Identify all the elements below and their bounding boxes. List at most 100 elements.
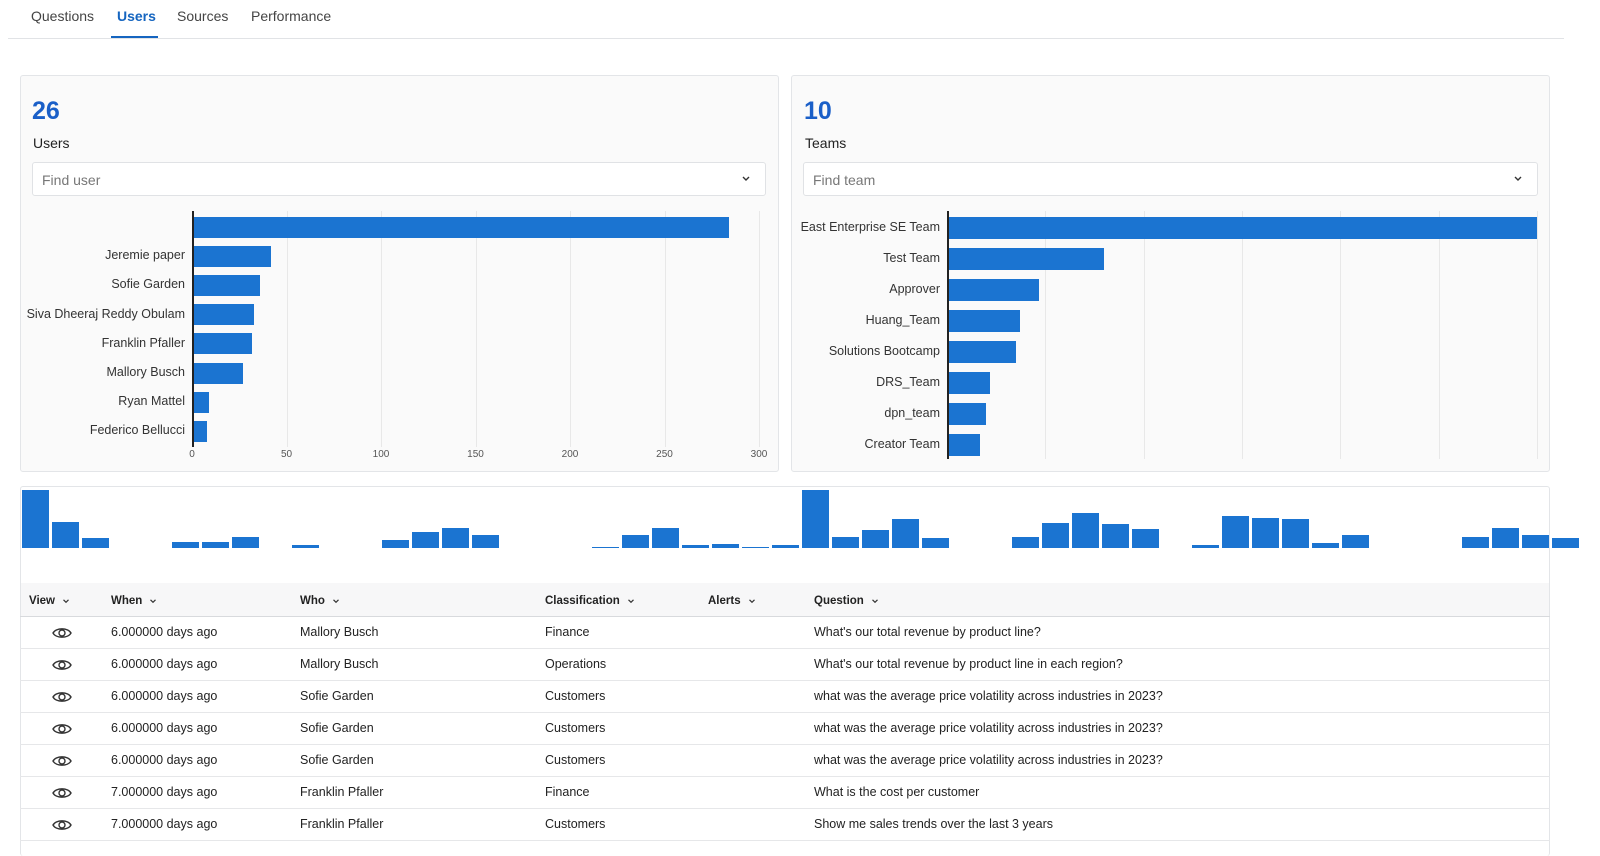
gridline — [286, 211, 288, 447]
column-header-when[interactable]: When — [111, 595, 158, 607]
eye-icon[interactable] — [52, 690, 72, 704]
timeline-bar[interactable] — [1072, 512, 1099, 548]
timeline-bar[interactable] — [682, 545, 709, 548]
column-header-view[interactable]: View — [29, 595, 71, 607]
bar[interactable] — [947, 403, 987, 425]
timeline-bar[interactable] — [712, 544, 739, 548]
timeline-bar[interactable] — [622, 535, 649, 548]
bar[interactable] — [192, 333, 253, 355]
gridline — [475, 211, 477, 447]
timeline-bar[interactable] — [1492, 527, 1519, 548]
timeline-bar[interactable] — [772, 545, 799, 548]
table-row[interactable] — [21, 617, 1549, 649]
timeline-bar[interactable] — [1312, 542, 1339, 548]
tab-sources[interactable]: Sources — [177, 8, 229, 24]
timeline-bar[interactable] — [802, 490, 829, 548]
timeline-bar[interactable] — [1012, 536, 1039, 548]
bar[interactable] — [947, 279, 1040, 301]
x-tick-label: 200 — [561, 449, 579, 460]
timeline-bar[interactable] — [22, 490, 49, 548]
column-header-who[interactable]: Who — [300, 595, 341, 607]
teams-panel — [791, 75, 1550, 472]
timeline-bar[interactable] — [1102, 524, 1129, 548]
bar[interactable] — [947, 341, 1016, 363]
timeline-bar[interactable] — [892, 519, 919, 548]
timeline-bar[interactable] — [1222, 516, 1249, 548]
timeline-bar[interactable] — [1282, 519, 1309, 548]
users-label: Users — [33, 135, 70, 151]
timeline-bar[interactable] — [832, 536, 859, 548]
timeline-bar[interactable] — [82, 537, 109, 548]
timeline-bar[interactable] — [742, 546, 769, 548]
cell-question: What is the cost per customer — [814, 785, 980, 799]
cell-when: 6.000000 days ago — [111, 657, 218, 671]
column-header-classification[interactable]: Classification — [545, 595, 636, 607]
bar[interactable] — [192, 304, 255, 326]
bar[interactable] — [947, 434, 981, 456]
bar[interactable] — [192, 362, 244, 384]
timeline-bar[interactable] — [232, 536, 259, 548]
timeline-bar[interactable] — [1342, 535, 1369, 548]
column-header-label: Alerts — [708, 595, 741, 607]
table-row[interactable] — [21, 809, 1549, 841]
bar[interactable] — [192, 245, 272, 267]
timeline-bar[interactable] — [1132, 529, 1159, 548]
bar[interactable] — [192, 420, 208, 442]
timeline-bar[interactable] — [442, 527, 469, 548]
timeline-bar[interactable] — [922, 537, 949, 548]
timeline-bar[interactable] — [1552, 537, 1579, 548]
bar[interactable] — [947, 310, 1020, 332]
sort-chevron-icon[interactable] — [148, 596, 158, 606]
bar[interactable] — [947, 217, 1537, 239]
eye-icon[interactable] — [52, 786, 72, 800]
bar[interactable] — [192, 216, 729, 238]
table-row[interactable] — [21, 713, 1549, 745]
timeline-bar[interactable] — [52, 521, 79, 548]
bar[interactable] — [947, 248, 1105, 270]
eye-icon[interactable] — [52, 658, 72, 672]
timeline-bar[interactable] — [1042, 522, 1069, 548]
bar[interactable] — [947, 372, 991, 394]
tab-questions[interactable]: Questions — [31, 8, 95, 24]
y-axis-line — [192, 211, 194, 447]
table-row[interactable] — [21, 681, 1549, 713]
column-header-label: View — [29, 595, 55, 607]
table-row[interactable] — [21, 777, 1549, 809]
timeline-bar[interactable] — [202, 541, 229, 548]
column-header-question[interactable]: Question — [814, 595, 880, 607]
find-team-select[interactable]: Find team — [803, 162, 1538, 196]
timeline-bar[interactable] — [412, 531, 439, 548]
tab-users[interactable]: Users — [117, 8, 156, 24]
gridline — [381, 211, 382, 447]
timeline-bar[interactable] — [472, 535, 499, 548]
eye-icon[interactable] — [52, 818, 72, 832]
sort-chevron-icon[interactable] — [331, 596, 341, 606]
timeline-bar[interactable] — [862, 530, 889, 548]
sort-chevron-icon[interactable] — [870, 596, 880, 606]
bar-label: Creator Team — [864, 437, 941, 451]
timeline-bar[interactable] — [1462, 536, 1489, 548]
eye-icon[interactable] — [52, 754, 72, 768]
table-row[interactable] — [21, 745, 1549, 777]
timeline-bar[interactable] — [172, 541, 199, 548]
eye-icon[interactable] — [52, 722, 72, 736]
timeline-bar[interactable] — [652, 527, 679, 548]
timeline-bar[interactable] — [382, 540, 409, 548]
column-header-alerts[interactable]: Alerts — [708, 595, 757, 607]
timeline-bar[interactable] — [1252, 517, 1279, 548]
cell-who: Mallory Busch — [300, 625, 379, 639]
bar-label: Franklin Pfaller — [101, 335, 185, 350]
bar[interactable] — [192, 391, 209, 413]
table-row[interactable] — [21, 649, 1549, 681]
sort-chevron-icon[interactable] — [747, 596, 757, 606]
sort-chevron-icon[interactable] — [61, 596, 71, 606]
timeline-bar[interactable] — [592, 546, 619, 548]
timeline-bar[interactable] — [1522, 535, 1549, 548]
tab-performance[interactable]: Performance — [251, 8, 332, 24]
eye-icon[interactable] — [52, 626, 72, 640]
sort-chevron-icon[interactable] — [626, 596, 636, 606]
find-user-select[interactable]: Find user — [32, 162, 766, 196]
bar[interactable] — [192, 274, 261, 296]
timeline-bar[interactable] — [1192, 545, 1219, 548]
timeline-bar[interactable] — [292, 545, 319, 548]
